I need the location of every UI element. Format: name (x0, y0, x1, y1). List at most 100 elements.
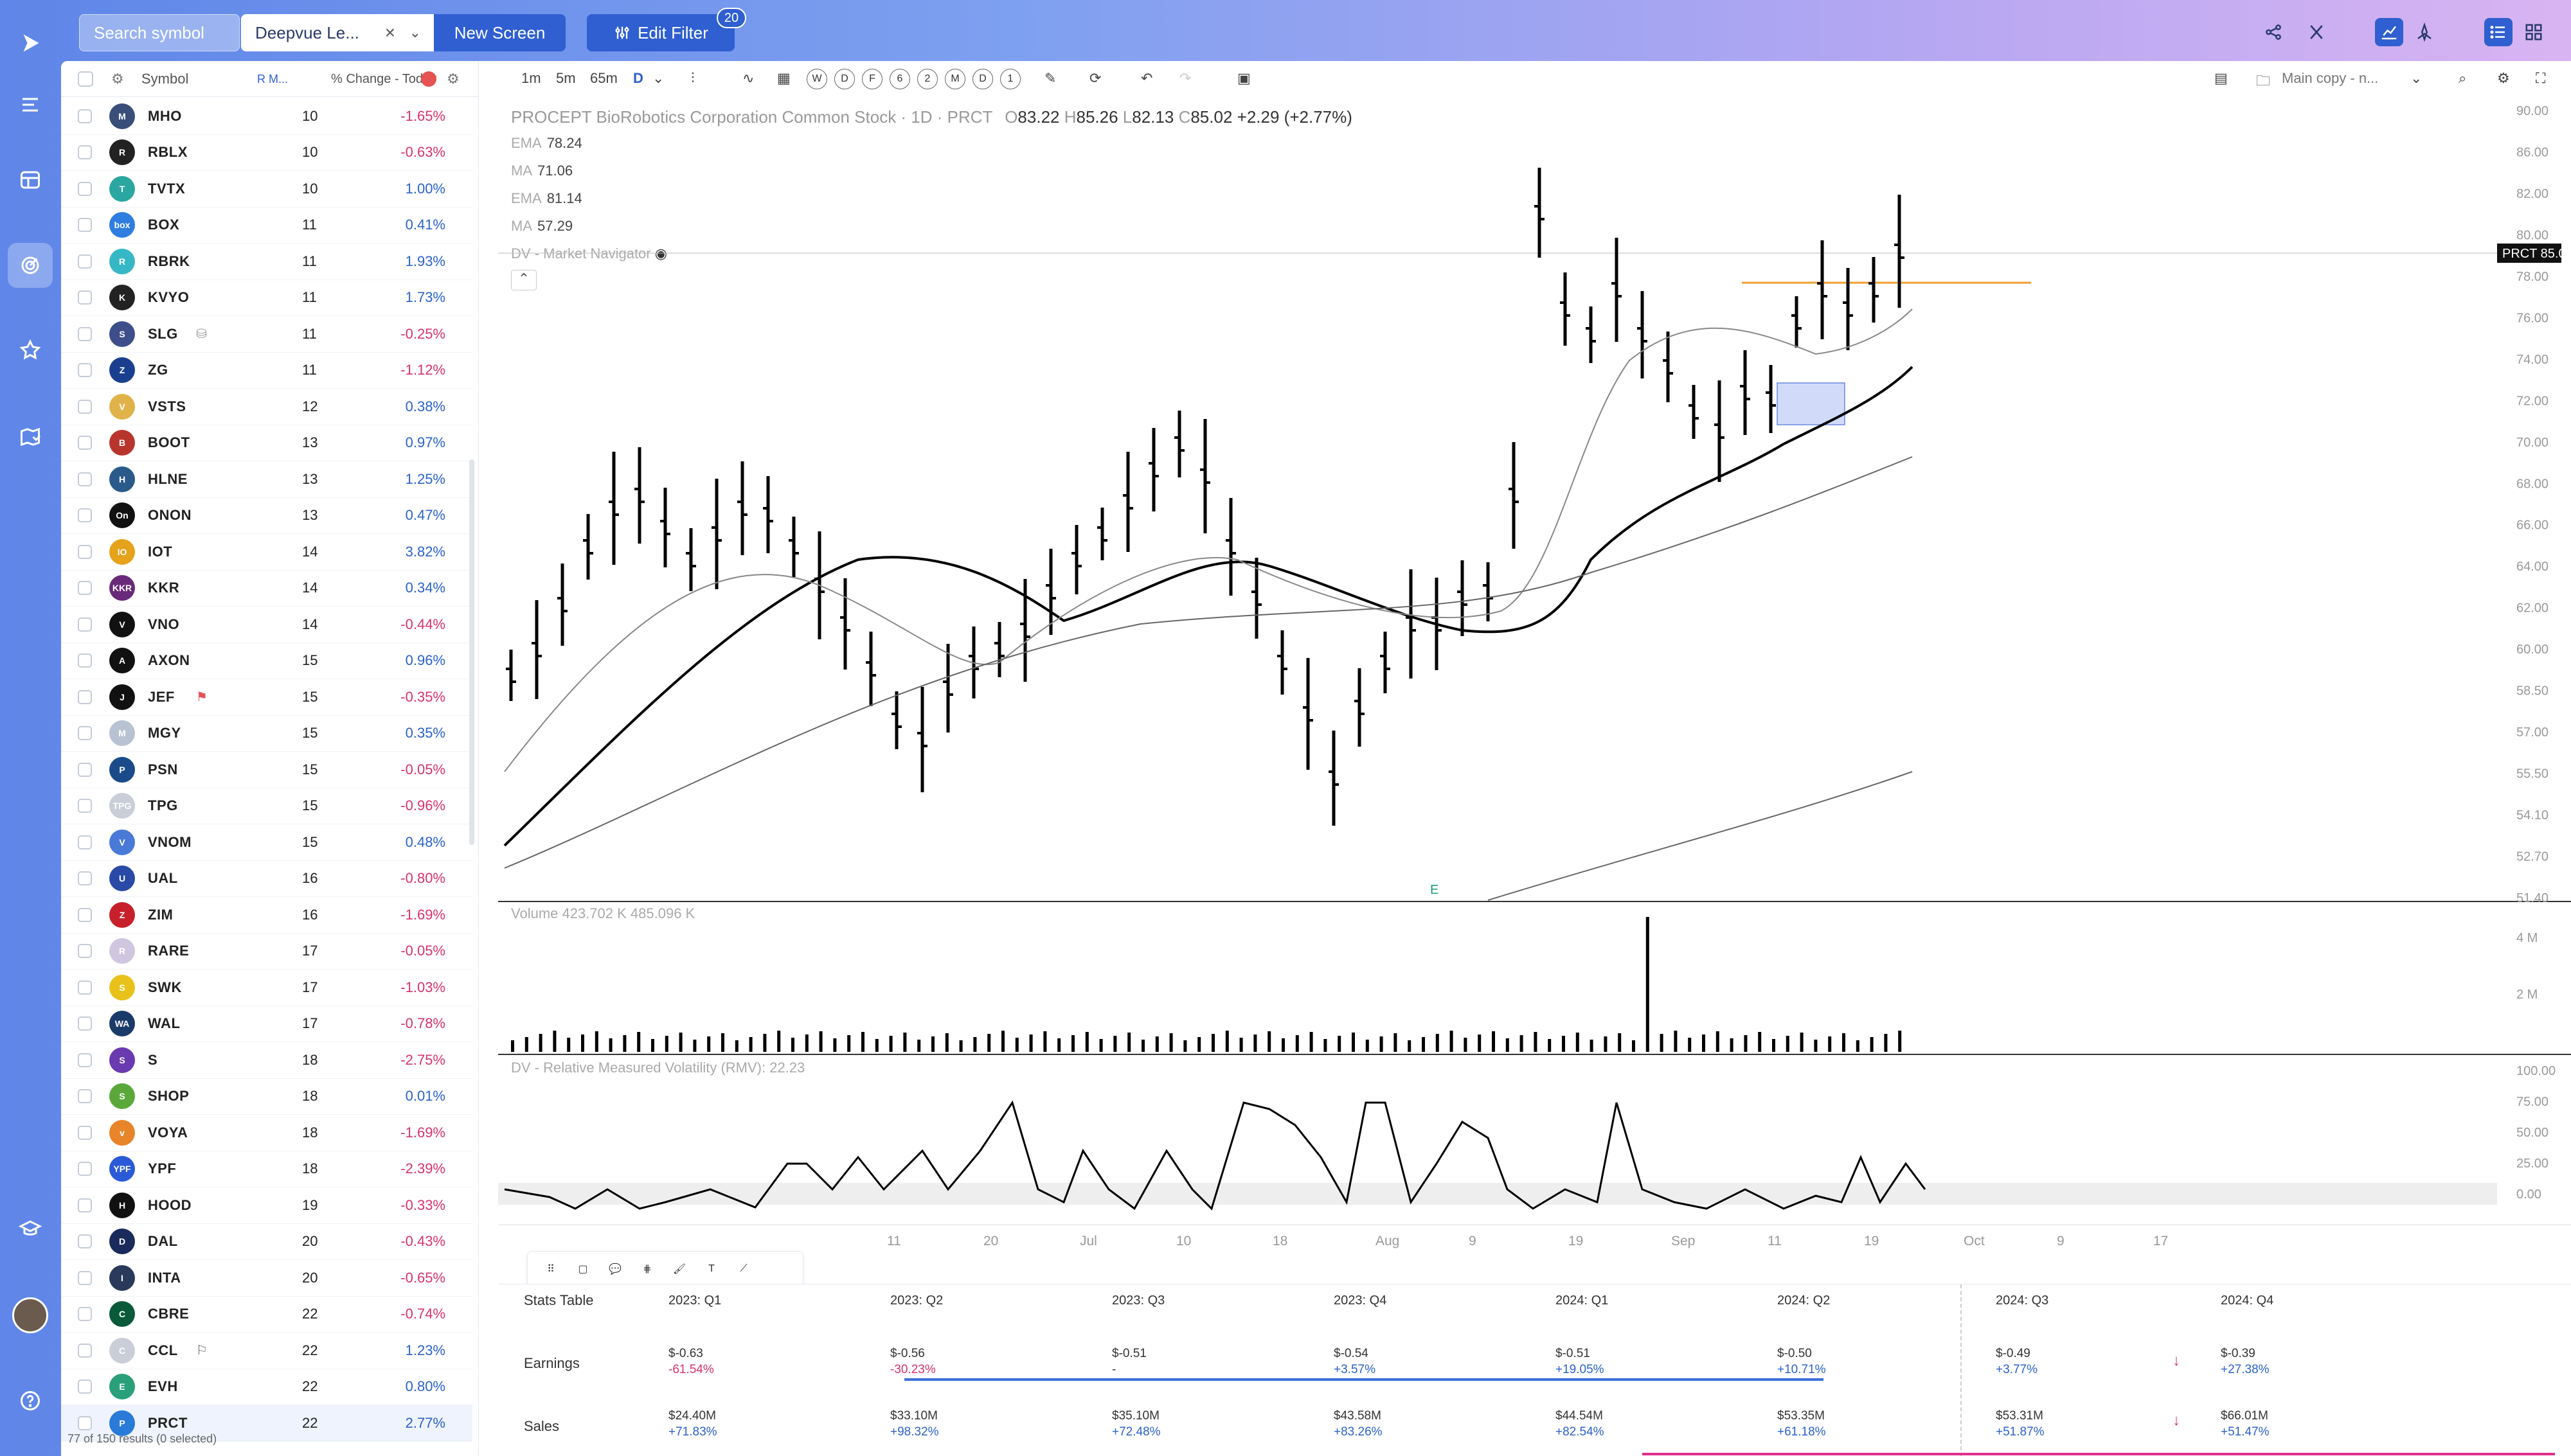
new-screen-button[interactable]: New Screen (434, 14, 566, 51)
map-icon[interactable] (8, 414, 53, 459)
list-item[interactable]: C CBRE 22 -0.74% (61, 1297, 472, 1333)
list-item[interactable]: Z ZIM 16 -1.69% (61, 897, 472, 934)
period-d2[interactable]: D (972, 69, 993, 89)
rank-column-header[interactable]: R M... (257, 72, 288, 85)
list-item[interactable]: B BOOT 13 0.97% (61, 425, 472, 461)
timeframe-1m[interactable]: 1m (521, 70, 541, 86)
row-checkbox[interactable] (78, 907, 92, 922)
row-checkbox[interactable] (78, 581, 92, 596)
row-checkbox[interactable] (78, 653, 92, 668)
menu-icon[interactable] (8, 82, 53, 127)
timeframe-d[interactable]: D (633, 70, 643, 86)
list-item[interactable]: S SHOP 18 0.01% (61, 1079, 472, 1115)
row-checkbox[interactable] (78, 1017, 92, 1031)
line-tool-icon[interactable]: ⟋ (740, 1263, 748, 1274)
list-item[interactable]: IO IOT 14 3.82% (61, 534, 472, 571)
flag-icon[interactable]: ⚐ (196, 1344, 208, 1358)
row-checkbox[interactable] (78, 871, 92, 886)
highlight-box[interactable] (1777, 382, 1845, 425)
period-1[interactable]: 1 (1000, 69, 1021, 89)
row-checkbox[interactable] (78, 944, 92, 959)
list-item[interactable]: KKR KKR 14 0.34% (61, 571, 472, 607)
list-item[interactable]: R RBRK 11 1.93% (61, 244, 472, 280)
list-item[interactable]: Z ZG 11 -1.12% (61, 353, 472, 389)
text-tool-icon[interactable]: T (708, 1263, 715, 1274)
list-item[interactable]: M MGY 15 0.35% (61, 716, 472, 752)
row-checkbox[interactable] (78, 181, 92, 196)
row-checkbox[interactable] (78, 544, 92, 559)
settings-icon[interactable]: ⚙ (447, 70, 460, 87)
bar-style-icon[interactable]: ⫶ (691, 70, 695, 86)
academy-icon[interactable] (8, 1207, 53, 1252)
period-2[interactable]: 2 (917, 69, 938, 89)
list-item[interactable]: P PRCT 22 2.77% (61, 1405, 472, 1442)
row-checkbox[interactable] (78, 617, 92, 632)
list-item[interactable]: V VSTS 12 0.38% (61, 389, 472, 425)
list-item[interactable]: U UAL 16 -0.80% (61, 861, 472, 897)
period-f[interactable]: F (862, 69, 882, 89)
select-all-checkbox[interactable] (78, 71, 93, 87)
row-checkbox[interactable] (78, 799, 92, 813)
alert-icon[interactable] (421, 71, 436, 87)
row-checkbox[interactable] (78, 1270, 92, 1285)
row-checkbox[interactable] (78, 436, 92, 450)
row-checkbox[interactable] (78, 1416, 92, 1430)
pencil-icon[interactable]: ✎ (1044, 70, 1057, 86)
fib-tool-icon[interactable]: ⋕ (643, 1264, 652, 1275)
price-chart[interactable]: 90.0086.0082.0080.0078.0076.0074.0072.00… (498, 97, 2571, 1254)
undo-icon[interactable]: ↶ (1141, 70, 1153, 86)
logo-icon[interactable] (8, 21, 53, 66)
row-checkbox[interactable] (78, 1343, 92, 1358)
layout-icon[interactable] (8, 157, 53, 202)
scanner-icon[interactable] (8, 243, 53, 288)
list-item[interactable]: V VNOM 15 0.48% (61, 824, 472, 861)
row-checkbox[interactable] (78, 218, 92, 233)
list-item[interactable]: H HLNE 13 1.25% (61, 461, 472, 498)
search-icon[interactable]: ⌕ (2459, 70, 2467, 86)
list-item[interactable]: A AXON 15 0.96% (61, 643, 472, 679)
share-icon[interactable] (2259, 18, 2288, 46)
row-checkbox[interactable] (78, 726, 92, 741)
layout-name[interactable]: Main copy - n... (2282, 70, 2379, 86)
rectangle-tool-icon[interactable]: ▢ (578, 1264, 588, 1275)
search-symbol-button[interactable]: Search symbol (79, 14, 240, 51)
close-icon[interactable]: × (384, 22, 395, 42)
row-checkbox[interactable] (78, 472, 92, 486)
list-item[interactable]: YPF YPF 18 -2.39% (61, 1151, 472, 1187)
list-item[interactable]: I INTA 20 -0.65% (61, 1260, 472, 1297)
row-checkbox[interactable] (78, 1307, 92, 1322)
list-item[interactable]: P PSN 15 -0.05% (61, 752, 472, 788)
edit-filter-button[interactable]: Edit Filter (587, 14, 735, 51)
list-item[interactable]: E EVH 22 0.80% (61, 1369, 472, 1405)
compass-icon[interactable] (2410, 18, 2439, 46)
refresh-icon[interactable]: ⟳ (1089, 70, 1102, 86)
period-d[interactable]: D (834, 69, 855, 89)
help-icon[interactable] (8, 1378, 53, 1423)
calendar-icon[interactable]: ▣ (1237, 70, 1251, 86)
row-checkbox[interactable] (78, 363, 92, 378)
list-item[interactable]: S SWK 17 -1.03% (61, 970, 472, 1006)
list-item[interactable]: S SLG 11 -0.25% ⛁ (61, 316, 472, 353)
screen-select[interactable]: Deepvue Le... × ⌄ (241, 14, 434, 51)
chart-settings-icon[interactable]: ⚙ (2497, 70, 2510, 86)
row-checkbox[interactable] (78, 1125, 92, 1140)
fullscreen-icon[interactable]: ⛶ (2536, 70, 2546, 86)
drag-handle-icon[interactable]: ⠿ (547, 1264, 555, 1275)
scrollbar[interactable] (469, 459, 474, 845)
x-twitter-icon[interactable] (2302, 18, 2331, 46)
change-column-header[interactable]: % Change - Today (331, 71, 437, 86)
list-view-icon[interactable] (2484, 18, 2513, 46)
row-checkbox[interactable] (78, 290, 92, 305)
row-checkbox[interactable] (78, 1052, 92, 1067)
list-item[interactable]: T TVTX 10 1.00% (61, 171, 472, 208)
list-item[interactable]: D DAL 20 -0.43% (61, 1224, 472, 1260)
list-item[interactable]: H HOOD 19 -0.33% (61, 1187, 472, 1224)
timeframe-5m[interactable]: 5m (556, 70, 576, 86)
row-checkbox[interactable] (78, 689, 92, 704)
list-item[interactable]: C CCL 22 1.23% ⚐ (61, 1333, 472, 1369)
indicators-icon[interactable]: ∿ (742, 70, 755, 86)
period-w[interactable]: W (807, 69, 827, 89)
gear-icon[interactable]: ⚙ (111, 70, 124, 87)
star-icon[interactable] (8, 328, 53, 373)
list-item[interactable]: R RBLX 10 -0.63% (61, 135, 472, 171)
